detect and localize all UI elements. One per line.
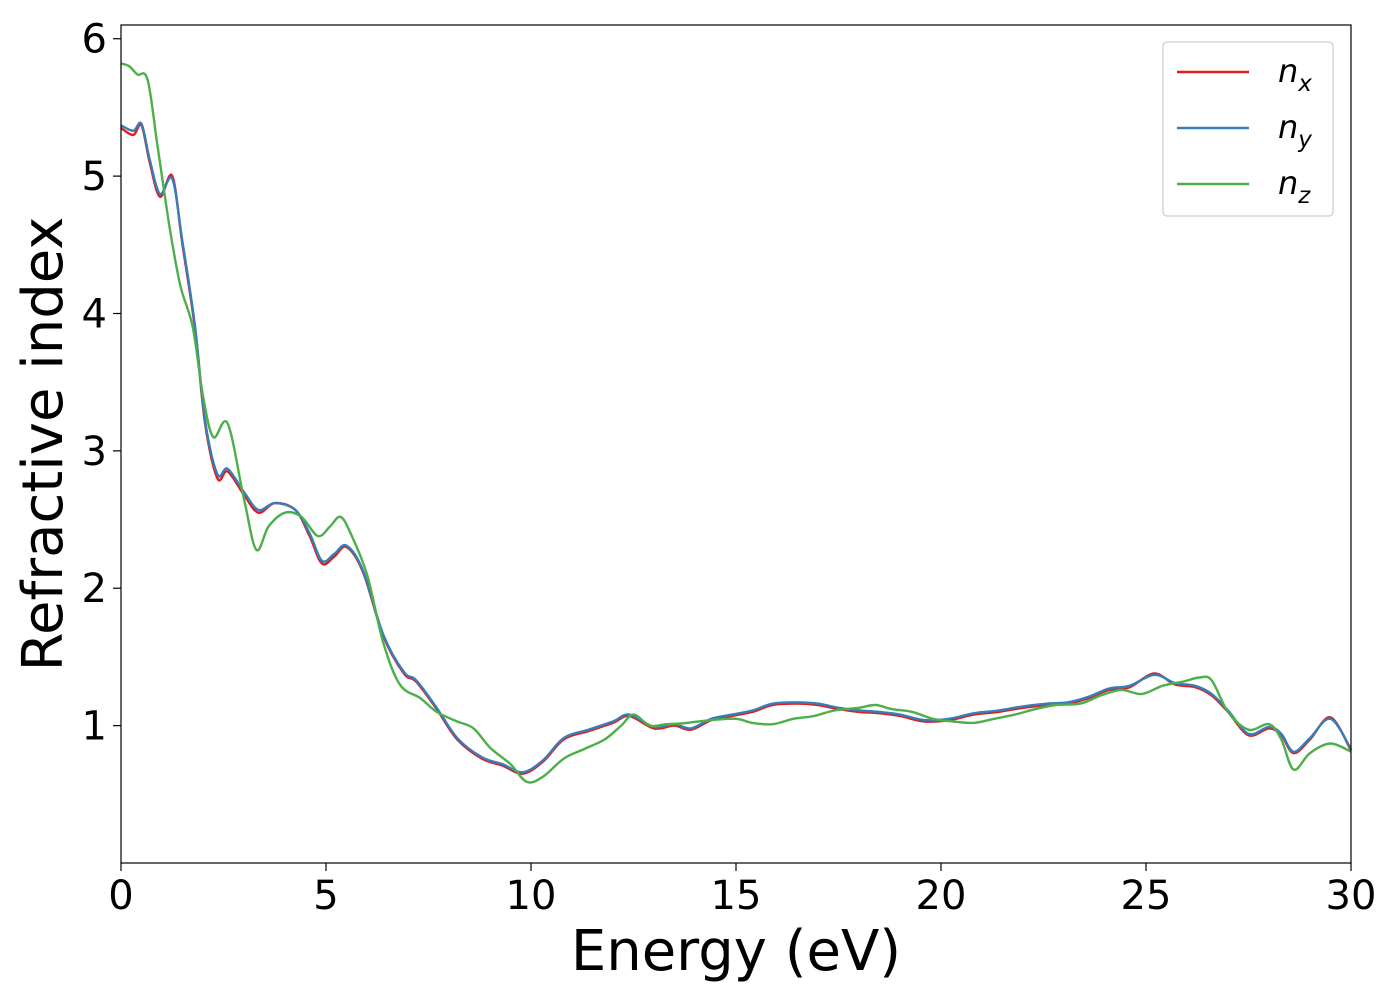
- y-tick-label: 2: [82, 566, 107, 612]
- y-axis-title: Refractive index: [11, 217, 76, 672]
- x-axis-title: Energy (eV): [571, 919, 901, 984]
- x-tick-label: 0: [108, 873, 133, 919]
- series-line-z: [120, 62, 1352, 784]
- y-tick-label: 5: [82, 154, 107, 200]
- y-tick-label: 6: [82, 17, 107, 63]
- x-axis-ticks: 0 5 10 15 20 25 30: [108, 863, 1376, 919]
- x-tick-label: 20: [916, 873, 967, 919]
- x-tick-label: 10: [506, 873, 557, 919]
- x-tick-label: 5: [313, 873, 338, 919]
- x-tick-label: 15: [711, 873, 762, 919]
- y-axis-ticks: 1 2 3 4 5 6: [82, 17, 121, 750]
- y-tick-label: 3: [82, 429, 107, 475]
- x-tick-label: 25: [1121, 873, 1172, 919]
- y-tick-label: 4: [82, 291, 107, 337]
- series-layer: [120, 62, 1353, 784]
- y-tick-label: 1: [82, 704, 107, 750]
- x-tick-label: 30: [1326, 873, 1377, 919]
